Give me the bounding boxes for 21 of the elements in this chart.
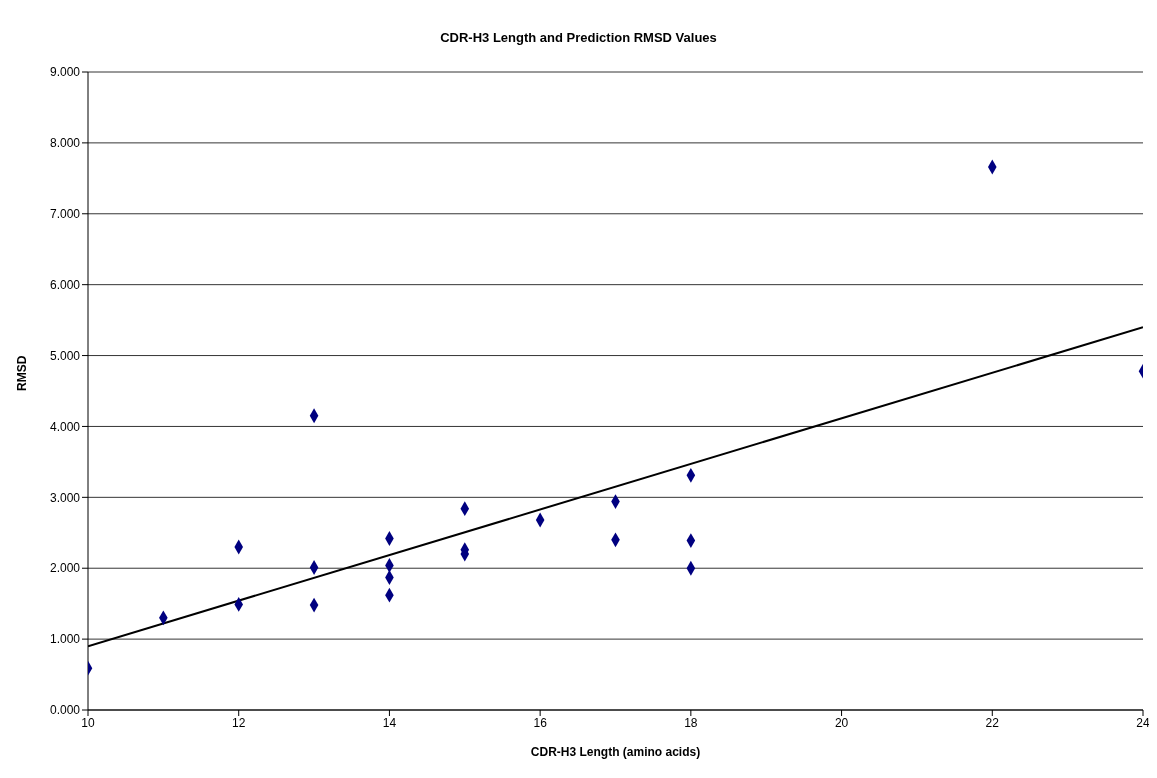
x-tick-label: 20	[834, 715, 849, 730]
x-tick-label: 12	[232, 715, 246, 730]
y-tick-label: 3.000	[49, 490, 81, 505]
y-tick-label: 2.000	[49, 561, 81, 576]
y-axis-title: RMSD	[15, 355, 30, 391]
x-tick-label: 18	[684, 715, 698, 730]
x-axis-title: CDR-H3 Length (amino acids)	[530, 745, 701, 759]
y-tick-label: 9.000	[49, 65, 81, 80]
y-tick-label: 4.000	[49, 419, 81, 434]
x-tick-label: 22	[985, 715, 1000, 730]
y-tick-label: 0.000	[49, 703, 81, 718]
x-tick-label: 10	[81, 715, 95, 730]
y-tick-label: 5.000	[49, 348, 81, 363]
x-tick-label: 24	[1136, 715, 1150, 730]
chart-title: CDR-H3 Length and Prediction RMSD Values	[439, 29, 718, 47]
x-tick-label: 16	[533, 715, 548, 730]
x-tick-label: 14	[382, 715, 397, 730]
y-tick-label: 6.000	[49, 277, 81, 292]
y-tick-label: 7.000	[49, 207, 81, 222]
y-tick-label: 1.000	[49, 632, 81, 647]
y-tick-label: 8.000	[49, 136, 81, 151]
